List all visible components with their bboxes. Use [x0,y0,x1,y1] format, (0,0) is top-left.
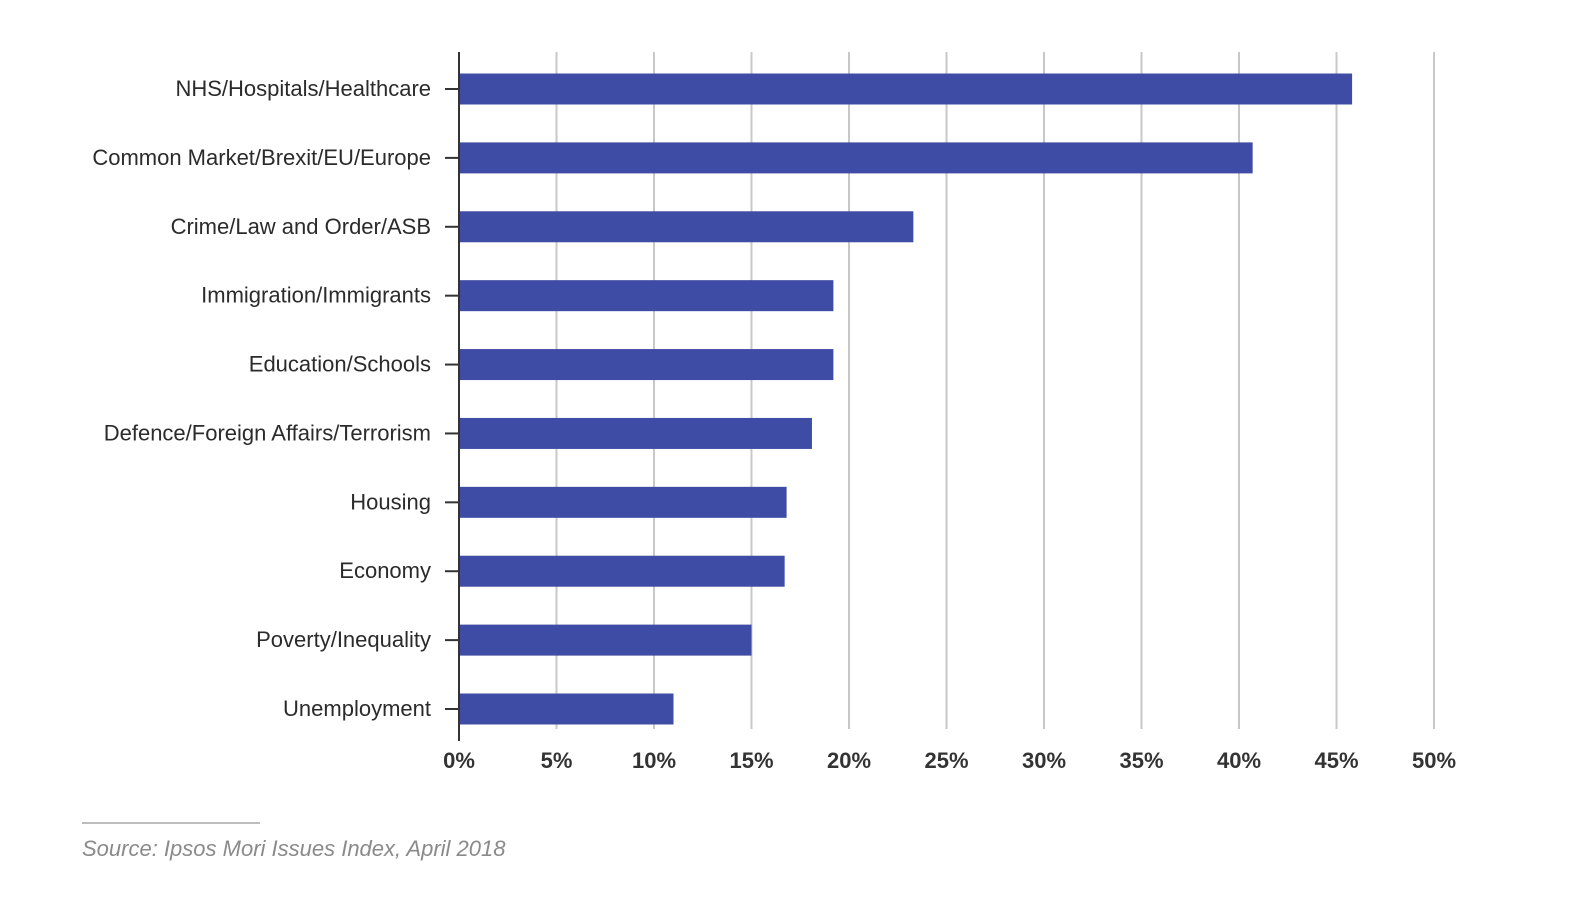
category-label: Housing [350,489,431,514]
category-label: NHS/Hospitals/Healthcare [175,76,431,101]
bars [459,73,1353,725]
x-tick-label: 50% [1412,748,1456,773]
bar [459,693,674,725]
category-label: Unemployment [283,696,431,721]
bar [459,417,812,449]
category-label: Immigration/Immigrants [201,283,431,308]
source-note: Source: Ipsos Mori Issues Index, April 2… [82,836,506,861]
bar [459,486,787,518]
category-label: Poverty/Inequality [256,627,431,652]
x-tick-label: 10% [632,748,676,773]
category-labels: NHS/Hospitals/Healthcare Common Market/Br… [92,76,431,721]
x-tick-label: 15% [729,748,773,773]
category-label: Common Market/Brexit/EU/Europe [92,145,431,170]
bar [459,142,1253,174]
category-label: Education/Schools [249,352,431,377]
category-label: Economy [339,558,431,583]
category-label: Defence/Foreign Affairs/Terrorism [104,420,431,445]
bar [459,211,914,243]
x-tick-label: 0% [443,748,475,773]
bar [459,555,785,587]
x-tick-label: 45% [1314,748,1358,773]
source-divider [82,822,260,824]
x-tick-label: 20% [827,748,871,773]
bar [459,349,834,381]
bar [459,280,834,312]
x-axis-ticks: 0% 5% 10% 15% 20% 25% 30% 35% 40% 45% 50% [443,748,1456,773]
x-tick-label: 40% [1217,748,1261,773]
x-tick-label: 5% [541,748,573,773]
category-label: Crime/Law and Order/ASB [171,214,431,239]
y-axis [445,52,460,741]
bar [459,624,752,656]
x-tick-label: 30% [1022,748,1066,773]
x-tick-label: 25% [924,748,968,773]
bar [459,73,1353,105]
x-tick-label: 35% [1119,748,1163,773]
